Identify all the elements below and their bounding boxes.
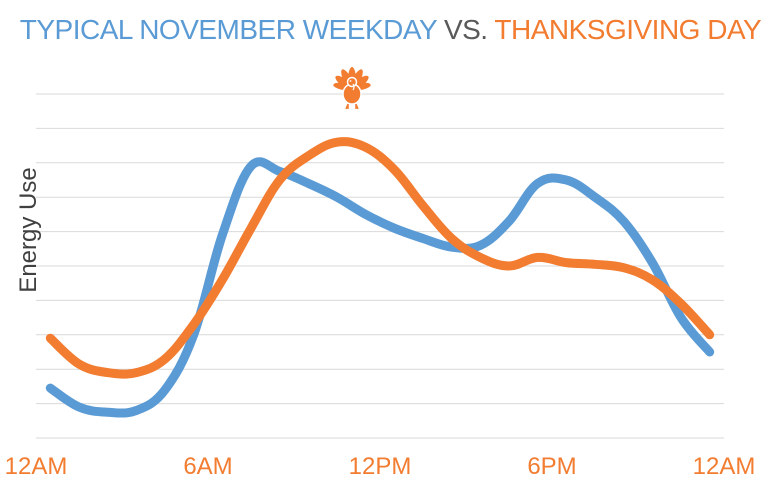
y-axis-label: Energy Use [15,167,42,292]
x-tick-label: 12PM [349,453,412,480]
x-tick-label: 12AM [5,453,68,480]
series-lines [45,137,715,418]
x-tick-labels: 12AM 6AM 12PM 6PM 12AM [5,453,756,480]
turkey-icon [333,67,371,110]
x-tick-label: 6AM [183,453,232,480]
series-line-weekday [45,157,715,418]
x-tick-label: 12AM [693,453,756,480]
chart-title: TYPICAL NOVEMBER WEEKDAY VS. THANKSGIVIN… [0,14,781,46]
title-thanksgiving: THANKSGIVING DAY [494,14,762,45]
title-vs: VS. [443,14,488,45]
title-weekday: TYPICAL NOVEMBER WEEKDAY [19,14,437,45]
x-tick-label: 6PM [527,453,576,480]
series-line-thanksgiving [45,137,715,379]
